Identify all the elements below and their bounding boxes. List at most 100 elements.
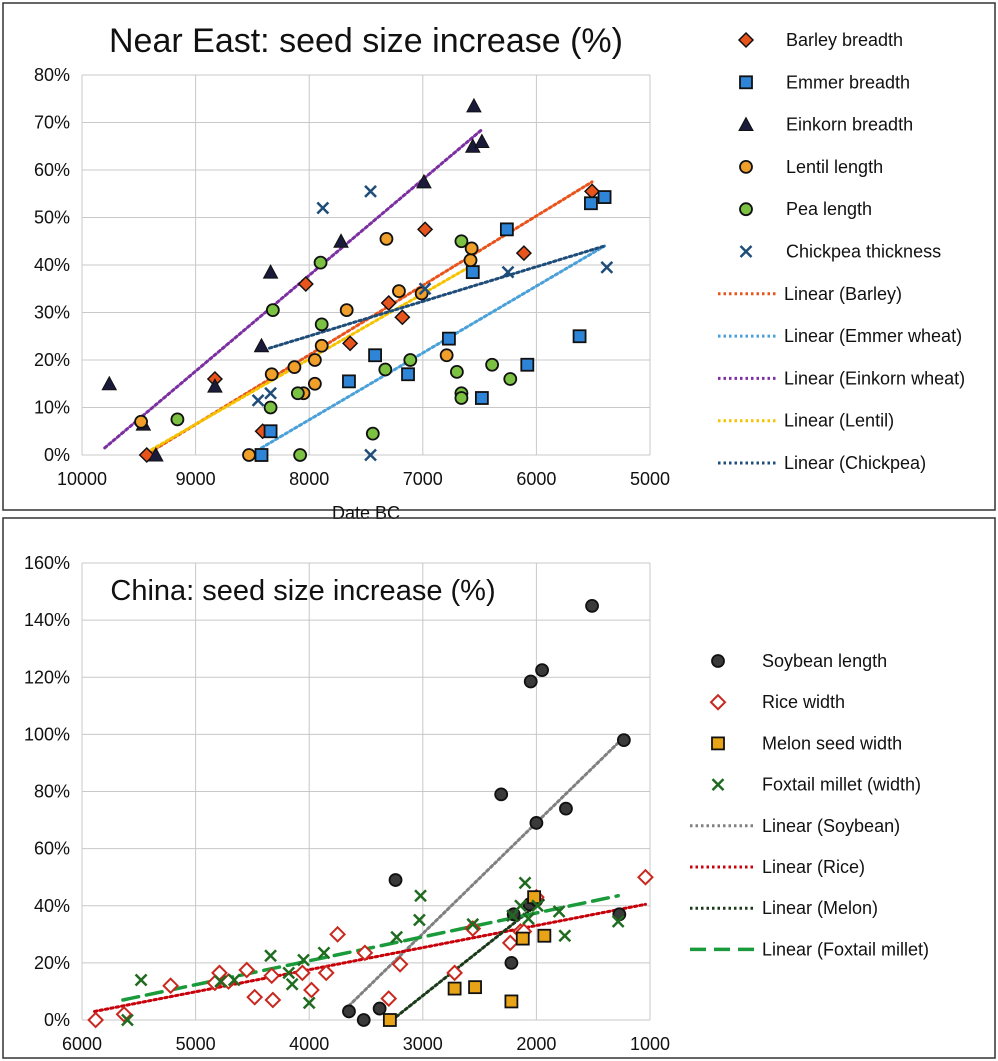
data-point-emmer-breadth [597, 190, 612, 204]
data-point-chickpea-thickness [364, 448, 377, 462]
series-foxtail-millet-width [121, 876, 625, 1027]
data-point-chickpea-thickness [364, 184, 377, 198]
data-point-foxtail-millet-width [506, 909, 519, 923]
y-tick-label: 80% [34, 782, 70, 802]
data-point-pea-length [449, 364, 464, 379]
x-tick-label: 3000 [403, 1034, 443, 1054]
data-point-melon-seed-width [447, 981, 462, 996]
trendline-linear-soybean [347, 735, 626, 1008]
series-lentil-length [134, 231, 479, 462]
data-point-chickpea-thickness [251, 393, 265, 407]
y-tick-label: 70% [34, 113, 70, 133]
legend-marker-soybean-length [711, 654, 725, 668]
data-point-soybean-length [504, 955, 519, 970]
legend-marker-pea-length [739, 202, 753, 217]
legend-label-melon-seed-width: Melon seed width [762, 733, 902, 753]
data-point-lentil-length [307, 353, 322, 367]
legend-marker-foxtail-millet-width [711, 778, 725, 791]
data-point-foxtail-millet-width-stroke-b [264, 949, 277, 963]
data-point-soybean-length [535, 663, 549, 678]
data-point-foxtail-millet-width-stroke-b [552, 905, 566, 918]
data-point-foxtail-millet-width-stroke-b [414, 889, 427, 903]
trendline-linear-foxtail-millet [121, 894, 620, 1002]
data-point-chickpea-thickness [600, 260, 614, 274]
data-point-einkorn-breadth [253, 337, 270, 353]
data-point-foxtail-millet-width-stroke-b [134, 973, 148, 987]
x-tick-label: 2000 [516, 1034, 556, 1054]
data-point-foxtail-millet-width-stroke-b [413, 913, 426, 927]
data-point-lentil-length [242, 448, 256, 462]
y-tick-label: 100% [24, 724, 70, 744]
data-point-chickpea-thickness [264, 386, 277, 400]
data-point-foxtail-millet-width-stroke-b [282, 966, 296, 980]
data-point-chickpea-thickness [316, 201, 330, 215]
data-point-rice-width [263, 967, 281, 985]
data-point-pea-length [314, 317, 329, 332]
legend-marker-foxtail-millet-width-stroke-b [711, 778, 725, 791]
legend-label-linear-soybean: Linear (Soybean) [762, 816, 900, 836]
data-point-chickpea-thickness-stroke-b [264, 386, 277, 400]
legend-marker-chickpea-thickness [739, 245, 753, 258]
x-tick-label: 6000 [516, 469, 556, 489]
x-tick-label: 10000 [57, 469, 107, 489]
data-point-foxtail-millet-width [134, 973, 148, 987]
data-point-foxtail-millet-width-stroke-b [214, 975, 227, 988]
data-point-foxtail-millet-width [531, 899, 544, 913]
data-point-pea-length [313, 255, 328, 270]
data-point-foxtail-millet-width [285, 977, 299, 991]
chart-panel-border [2, 2, 996, 511]
data-point-soybean-length [342, 1004, 356, 1019]
data-point-chickpea-thickness-stroke-b [418, 282, 432, 296]
data-point-foxtail-millet-width-stroke-b [297, 953, 310, 967]
y-tick-label: 30% [34, 303, 70, 323]
data-point-einkorn-breadth [474, 133, 490, 148]
data-point-foxtail-millet-width [390, 930, 404, 944]
series-melon-seed-width [382, 890, 552, 1027]
y-tick-label: 20% [34, 953, 70, 973]
data-point-pea-length [454, 391, 469, 405]
y-tick-label: 40% [34, 896, 70, 916]
data-point-chickpea-thickness-stroke-b [364, 184, 377, 198]
data-point-soybean-length [616, 733, 631, 747]
legend-label-linear-melon: Linear (Melon) [762, 898, 878, 918]
legend-label-linear-lentil: Linear (Lentil) [784, 411, 894, 431]
data-point-pea-length [290, 386, 305, 401]
x-tick-label: 1000 [630, 1034, 670, 1054]
data-point-lentil-length [134, 414, 148, 429]
data-point-chickpea-thickness-stroke-b [251, 393, 265, 407]
data-point-foxtail-millet-width [558, 929, 572, 943]
data-point-lentil-length [264, 367, 279, 382]
data-point-foxtail-millet-width-stroke-b [558, 929, 572, 943]
data-point-soybean-length [529, 816, 544, 830]
data-point-emmer-breadth [572, 329, 587, 344]
legend-label-lentil-length: Lentil length [786, 157, 883, 177]
data-point-foxtail-millet-width-stroke-b [611, 915, 625, 928]
data-point-chickpea-thickness-stroke-b [501, 265, 515, 279]
data-point-barley-breadth [394, 309, 411, 326]
data-point-foxtail-millet-width [264, 949, 277, 963]
data-point-foxtail-millet-width-stroke-b [121, 1013, 134, 1027]
y-tick-label: 50% [34, 208, 70, 228]
data-point-rice-width [238, 961, 256, 979]
legend-label-linear-emmer-wheat: Linear (Emmer wheat) [784, 326, 962, 346]
data-point-chickpea-thickness [418, 282, 432, 296]
data-point-einkorn-breadth [207, 378, 223, 393]
data-point-einkorn-breadth [466, 97, 482, 113]
data-point-barley-breadth [380, 294, 397, 312]
data-point-foxtail-millet-width-stroke-b [518, 876, 532, 890]
legend-label-foxtail-millet-width: Foxtail millet (width) [762, 775, 921, 795]
data-point-foxtail-millet-width [522, 912, 535, 925]
legend-label-soybean-length: Soybean length [762, 651, 887, 671]
data-point-rice-width [87, 1011, 105, 1029]
data-point-rice-width [264, 991, 282, 1009]
data-point-pea-length [293, 448, 308, 462]
data-point-soybean-length [559, 801, 573, 816]
legend-marker-einkorn-breadth [738, 116, 754, 132]
x-tick-label: 8000 [289, 469, 329, 489]
data-point-soybean-length [585, 598, 599, 613]
legend-label-einkorn-breadth: Einkorn breadth [786, 115, 913, 135]
data-point-emmer-breadth [442, 331, 456, 346]
data-point-einkorn-breadth [101, 375, 118, 391]
y-tick-label: 10% [34, 398, 70, 418]
